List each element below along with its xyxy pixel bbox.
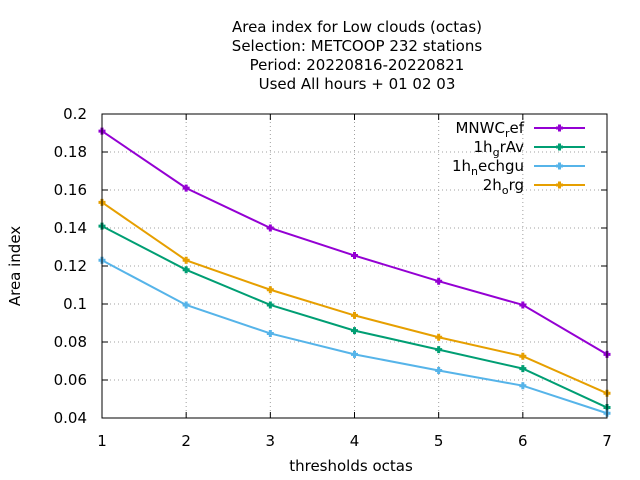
- plot-frame: [101, 113, 608, 419]
- title-line-2: Selection: METCOOP 232 stations: [232, 37, 483, 55]
- y-tick-label: 0.12: [54, 257, 87, 275]
- data-point: [351, 327, 358, 335]
- data-point: [266, 224, 274, 232]
- legend-label: 1hnechgu: [452, 157, 524, 178]
- x-tick-label: 7: [602, 432, 612, 450]
- axis-ticks: 1 2 3 4 5 6 7 0.04 0.06 0.08 0.1 0.12 0.14 0.16 0.18 0.…: [54, 105, 612, 450]
- legend-item: 1hgrAv: [474, 138, 585, 159]
- y-tick-label: 0.18: [54, 143, 87, 161]
- data-point: [182, 184, 190, 192]
- data-point: [351, 311, 358, 319]
- data-point: [182, 266, 190, 274]
- data-point: [351, 350, 358, 358]
- data-point: [266, 286, 274, 294]
- y-tick-label: 0.14: [54, 219, 87, 237]
- x-tick-label: 2: [181, 432, 191, 450]
- title-line-1: Area index for Low clouds (octas): [232, 18, 482, 36]
- legend-swatch-marker: [556, 124, 563, 132]
- data-point: [435, 367, 443, 374]
- y-tick-label: 0.1: [63, 295, 87, 313]
- data-point: [266, 329, 274, 337]
- series-layer: [98, 127, 611, 417]
- x-tick-label: 5: [434, 432, 444, 450]
- data-point: [182, 256, 190, 264]
- x-axis-title: thresholds octas: [289, 457, 413, 475]
- legend-label: MNWCref: [455, 119, 524, 140]
- legend-item: 1hnechgu: [452, 157, 585, 178]
- data-point: [435, 277, 443, 285]
- title-line-4: Used All hours + 01 02 03: [259, 75, 456, 93]
- data-point: [266, 301, 274, 309]
- legend-label: 1hgrAv: [474, 138, 525, 159]
- y-tick-label: 0.06: [54, 371, 87, 389]
- data-point: [182, 301, 190, 309]
- legend-swatch-marker: [556, 143, 563, 151]
- y-axis-title: Area index: [6, 226, 24, 306]
- legend-swatch-marker: [556, 181, 563, 189]
- legend-item: MNWCref: [455, 119, 585, 140]
- data-point: [519, 352, 527, 360]
- data-point: [351, 252, 358, 260]
- data-point: [519, 382, 527, 390]
- legend-item: 2horg: [483, 176, 585, 197]
- y-tick-label: 0.08: [54, 333, 87, 351]
- data-point: [435, 346, 443, 354]
- x-tick-label: 3: [266, 432, 276, 450]
- x-tick-label: 4: [350, 432, 360, 450]
- y-tick-label: 0.2: [63, 105, 87, 123]
- legend-label: 2horg: [483, 176, 524, 197]
- x-tick-label: 1: [97, 432, 107, 450]
- title-line-3: Period: 20220816-20220821: [250, 56, 465, 74]
- legend-swatch-marker: [556, 162, 563, 170]
- series-1h_nechgu: [98, 256, 611, 417]
- data-point: [519, 301, 527, 309]
- y-tick-label: 0.16: [54, 181, 87, 199]
- chart-title: Area index for Low clouds (octas) Select…: [232, 18, 483, 93]
- data-point: [519, 365, 527, 373]
- series-2h_org: [98, 198, 611, 397]
- x-tick-label: 6: [518, 432, 528, 450]
- y-tick-label: 0.04: [54, 409, 87, 427]
- data-point: [435, 333, 443, 341]
